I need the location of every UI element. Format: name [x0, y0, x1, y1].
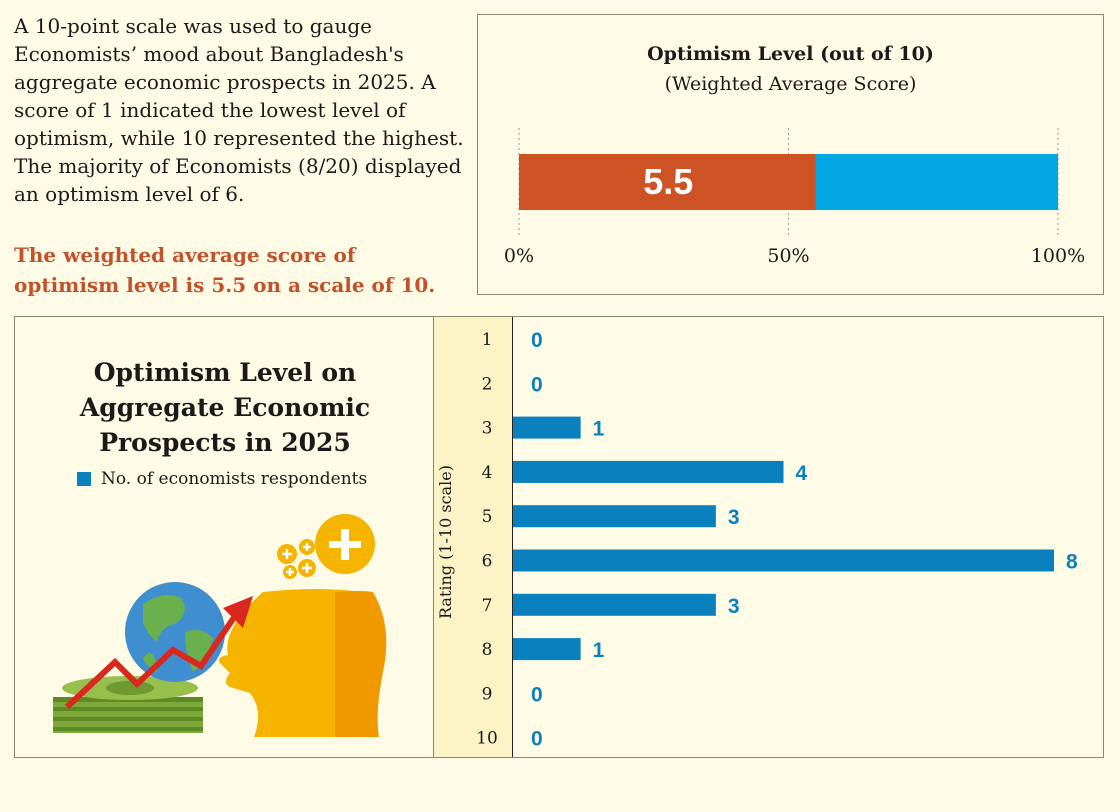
chart-info-panel: Optimism Level on Aggregate Economic Pro…	[15, 317, 433, 757]
bar-value-label: 1	[593, 418, 605, 441]
rating-bar	[513, 505, 716, 528]
plus-coins-icon	[277, 514, 375, 579]
rating-bar	[513, 638, 581, 661]
chart-legend: No. of economists respondents	[77, 469, 367, 489]
rating-axis-strip: Rating (1-10 scale)	[433, 317, 513, 757]
gauge-tick-label: 100%	[1031, 245, 1085, 267]
rating-tick-label: 9	[482, 684, 493, 704]
bar-value-label: 3	[728, 595, 740, 618]
average-score-bar-chart: 5.5 0% 50% 100%	[504, 128, 1085, 267]
rating-tick-label: 7	[482, 596, 493, 616]
optimism-illustration	[53, 514, 387, 737]
bar-value-label: 3	[728, 506, 740, 529]
distribution-chart-title: Optimism Level on Aggregate Economic Pro…	[79, 358, 371, 457]
bar-value-label: 1	[593, 639, 605, 662]
growth-arrow-icon	[64, 596, 253, 710]
distribution-panel: Optimism Level on Aggregate Economic Pro…	[14, 316, 1104, 758]
rating-distribution-chart: 1 02 03 14 45 36 87 38 19 010 0	[476, 329, 1078, 751]
bar-value-label: 0	[531, 728, 543, 751]
rating-tick-label: 8	[482, 640, 493, 660]
bar-value-label: 0	[531, 329, 543, 352]
average-score-panel: Optimism Level (out of 10) (Weighted Ave…	[477, 14, 1104, 295]
rating-tick-label: 2	[482, 374, 493, 394]
conclusion-text: The weighted average score of optimism l…	[14, 243, 436, 297]
head-silhouette-icon	[219, 589, 387, 737]
rating-tick-label: 6	[482, 552, 493, 572]
legend-swatch	[77, 472, 91, 486]
gauge-value-label: 5.5	[643, 161, 693, 202]
bar-value-label: 0	[531, 683, 543, 706]
rating-tick-label: 4	[482, 463, 493, 483]
rating-tick-label: 5	[482, 507, 493, 527]
intro-paragraph: A 10-point scale was used to gauge Econo…	[14, 14, 464, 206]
gauge-tick-label: 0%	[504, 245, 534, 267]
rating-tick-label: 3	[482, 419, 493, 439]
legend-label: No. of economists respondents	[101, 469, 368, 489]
rating-tick-label: 10	[476, 729, 498, 749]
gauge-subtitle: (Weighted Average Score)	[664, 73, 917, 95]
rating-tick-label: 1	[482, 330, 493, 350]
gauge-tick-label: 50%	[767, 245, 809, 267]
gauge-score-bar	[519, 154, 816, 210]
bar-value-label: 8	[1066, 551, 1078, 574]
rating-bar	[513, 593, 716, 616]
bar-value-label: 0	[531, 373, 543, 396]
bar-value-label: 4	[796, 462, 808, 485]
rating-bar	[513, 549, 1054, 572]
gauge-title: Optimism Level (out of 10)	[647, 43, 934, 65]
rating-bar	[513, 460, 784, 483]
rating-bar	[513, 416, 581, 439]
